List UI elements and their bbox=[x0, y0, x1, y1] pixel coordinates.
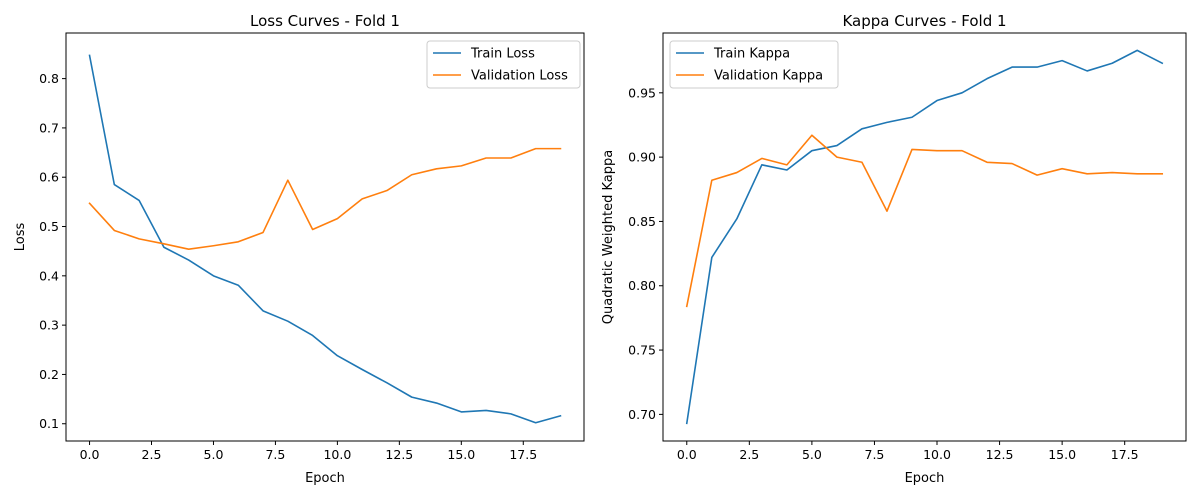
kappa-chart-axes-frame bbox=[662, 32, 1187, 442]
kappa-chart-xlabel: Epoch bbox=[905, 471, 945, 486]
kappa-chart-xtick-label: 15.0 bbox=[1048, 447, 1076, 462]
kappa-chart-xtick-label: 2.5 bbox=[739, 447, 759, 462]
kappa-chart-ticks: 0.0 2.5 5.0 7.5 10.0 12.5 15.0 17.5 0.70 0.75 0.80… bbox=[628, 85, 1138, 462]
kappa-chart-ytick-label: 0.85 bbox=[628, 214, 656, 229]
loss-chart-legend: Train Loss Validation Loss bbox=[426, 40, 581, 89]
loss-chart-xtick-label: 15.0 bbox=[447, 447, 475, 462]
kappa-chart-legend-box bbox=[669, 40, 839, 89]
loss-chart-series bbox=[88, 54, 562, 424]
loss-chart-title: Loss Curves - Fold 1 bbox=[250, 12, 400, 30]
kappa-chart-ytick-label: 0.75 bbox=[628, 343, 656, 358]
loss-chart-ytick-label: 0.1 bbox=[39, 416, 59, 431]
loss-chart-xtick-label: 2.5 bbox=[142, 447, 162, 462]
loss-chart-ytick-label: 0.6 bbox=[39, 170, 59, 185]
legend-label-train-loss: Train Loss bbox=[470, 47, 535, 62]
loss-chart-xtick-label: 10.0 bbox=[323, 447, 351, 462]
loss-chart-xtick-label: 5.0 bbox=[204, 447, 224, 462]
kappa-chart-xtick-label: 17.5 bbox=[1111, 447, 1139, 462]
loss-chart-xtick-label: 17.5 bbox=[509, 447, 537, 462]
kappa-chart-ytick-label: 0.70 bbox=[628, 407, 656, 422]
loss-chart-ytick-label: 0.8 bbox=[39, 71, 59, 86]
loss-chart-xlabel: Epoch bbox=[305, 471, 345, 486]
loss-chart-ticks: 0.0 2.5 5.0 7.5 10.0 12.5 15.0 17.5 0.1 0.2 0.3 0.4… bbox=[39, 71, 537, 462]
kappa-chart-xtick-label: 5.0 bbox=[802, 447, 822, 462]
series-line-train-loss bbox=[88, 54, 562, 424]
loss-chart-ytick-label: 0.5 bbox=[39, 219, 59, 234]
series-line-validation-loss bbox=[88, 147, 562, 250]
kappa-chart: Kappa Curves - Fold 1 Epoch Quadratic We… bbox=[601, 12, 1187, 486]
kappa-chart-series bbox=[685, 49, 1164, 425]
loss-chart-ytick-label: 0.4 bbox=[39, 268, 59, 283]
loss-chart-ytick-label: 0.3 bbox=[39, 318, 59, 333]
loss-chart-legend-box bbox=[426, 40, 581, 89]
kappa-chart-legend: Train Kappa Validation Kappa bbox=[669, 40, 839, 89]
loss-chart-xtick-label: 12.5 bbox=[385, 447, 413, 462]
kappa-chart-xtick-label: 0.0 bbox=[677, 447, 697, 462]
loss-chart-ytick-label: 0.7 bbox=[39, 120, 59, 135]
kappa-chart-ytick-label: 0.95 bbox=[628, 85, 656, 100]
loss-chart-xtick-label: 0.0 bbox=[80, 447, 100, 462]
legend-label-validation-kappa: Validation Kappa bbox=[714, 69, 823, 84]
loss-chart-ylabel: Loss bbox=[13, 223, 28, 252]
series-line-train-kappa bbox=[685, 49, 1164, 425]
kappa-chart-xtick-label: 7.5 bbox=[865, 447, 885, 462]
legend-label-validation-loss: Validation Loss bbox=[471, 69, 568, 84]
loss-chart-ytick-label: 0.2 bbox=[39, 367, 59, 382]
kappa-chart-xtick-label: 10.0 bbox=[923, 447, 951, 462]
kappa-chart-ytick-label: 0.90 bbox=[628, 150, 656, 165]
kappa-chart-ytick-label: 0.80 bbox=[628, 278, 656, 293]
loss-chart: Loss Curves - Fold 1 Epoch Loss 0.0 2.5 5.… bbox=[13, 12, 585, 486]
kappa-chart-title: Kappa Curves - Fold 1 bbox=[842, 12, 1006, 30]
loss-chart-xtick-label: 7.5 bbox=[265, 447, 285, 462]
loss-chart-axes-frame bbox=[65, 32, 585, 442]
legend-label-train-kappa: Train Kappa bbox=[713, 47, 790, 62]
kappa-chart-ylabel: Quadratic Weighted Kappa bbox=[601, 150, 616, 324]
kappa-chart-xtick-label: 12.5 bbox=[986, 447, 1014, 462]
series-line-validation-kappa bbox=[685, 134, 1164, 308]
